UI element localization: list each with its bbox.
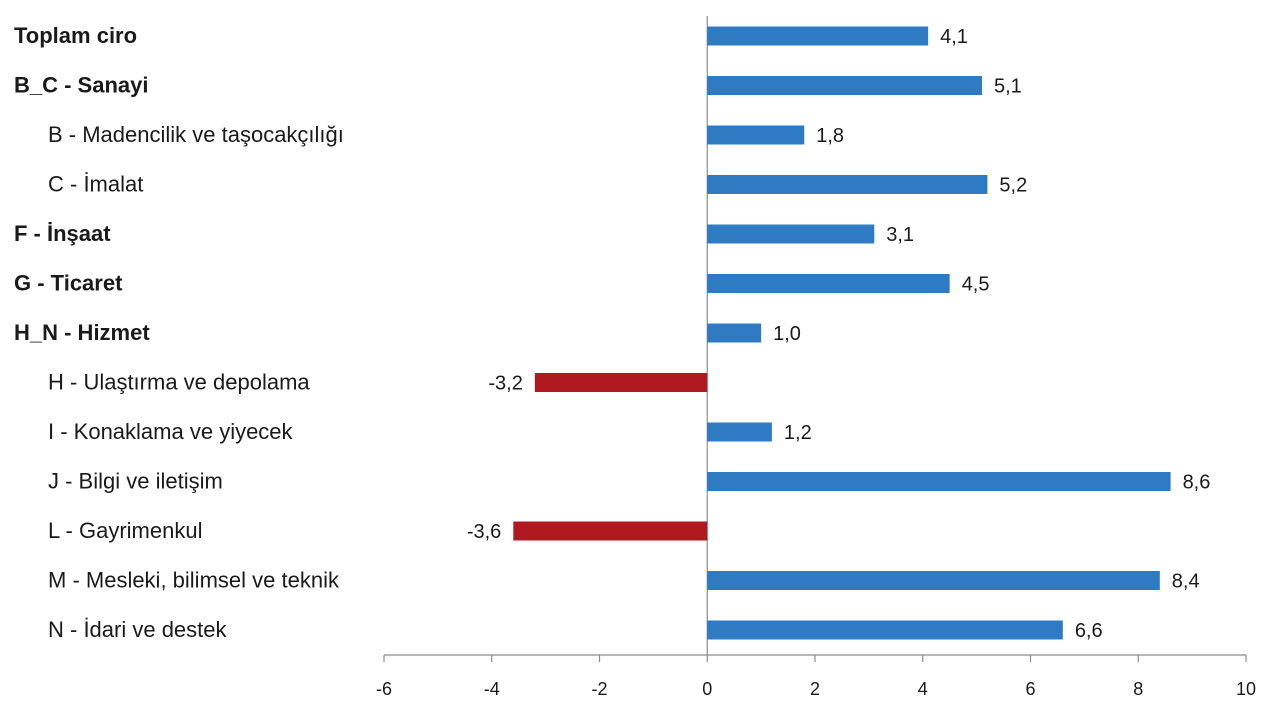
data-label: 1,0 [773, 323, 801, 345]
bar[interactable] [707, 26, 929, 46]
data-label: 5,2 [999, 175, 1027, 197]
data-label: 4,5 [962, 274, 990, 296]
data-label: 4,1 [940, 26, 968, 48]
bar[interactable] [534, 373, 708, 392]
category-label: I - Konaklama ve yiyecek [48, 419, 294, 444]
data-label: -3,2 [488, 373, 522, 395]
x-tick-label: 6 [1025, 679, 1035, 699]
bar[interactable] [707, 274, 950, 293]
bar[interactable] [707, 472, 1171, 491]
x-tick-label: 0 [702, 679, 712, 699]
data-label: -3,6 [467, 521, 501, 543]
x-tick-label: -6 [376, 679, 392, 699]
category-label: H - Ulaştırma ve depolama [48, 370, 310, 395]
bar[interactable] [707, 620, 1063, 640]
x-tick-label: 2 [810, 679, 820, 699]
bar[interactable] [707, 125, 805, 145]
category-label: C - İmalat [48, 172, 143, 197]
category-label: G - Ticaret [14, 271, 123, 296]
bar[interactable] [707, 571, 1160, 590]
data-label: 1,8 [816, 125, 844, 147]
category-label: H_N - Hizmet [14, 320, 150, 345]
category-label: N - İdari ve destek [48, 617, 228, 642]
data-label: 3,1 [886, 224, 914, 246]
data-label: 1,2 [784, 422, 812, 444]
category-label: L - Gayrimenkul [48, 518, 202, 543]
x-tick-label: -2 [591, 679, 607, 699]
bar[interactable] [707, 224, 875, 244]
x-tick-label: 8 [1133, 679, 1143, 699]
bar[interactable] [707, 422, 772, 442]
bar[interactable] [707, 175, 988, 194]
data-label: 8,6 [1183, 472, 1211, 494]
bar[interactable] [707, 323, 762, 343]
data-label: 5,1 [994, 76, 1022, 98]
x-tick-label: 10 [1236, 679, 1256, 699]
category-label: F - İnşaat [14, 221, 111, 246]
category-label: B - Madencilik ve taşocakçılığı [48, 122, 344, 147]
bar[interactable] [513, 521, 708, 541]
data-label: 8,4 [1172, 571, 1200, 593]
x-tick-label: 4 [918, 679, 928, 699]
data-label: 6,6 [1075, 620, 1103, 642]
category-label: J - Bilgi ve iletişim [48, 469, 223, 494]
category-label: B_C - Sanayi [14, 73, 149, 98]
x-tick-label: -4 [484, 679, 500, 699]
category-label: Toplam ciro [14, 23, 137, 48]
category-label: M - Mesleki, bilimsel ve teknik [48, 568, 340, 593]
bar[interactable] [707, 76, 983, 95]
